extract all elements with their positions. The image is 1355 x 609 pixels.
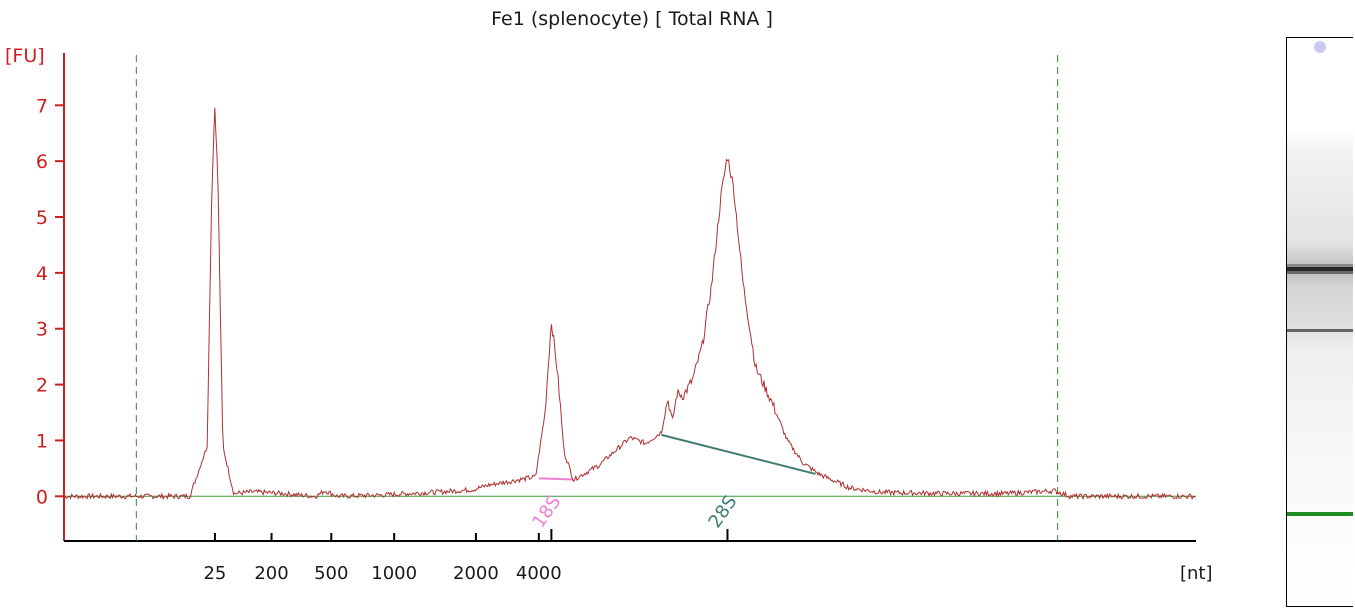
x-tick-label: 1000 <box>371 563 417 584</box>
series-line <box>63 107 1196 501</box>
y-tick-label: 2 <box>36 375 48 397</box>
chart-title: Fe1 (splenocyte) [ Total RNA ] <box>491 8 773 30</box>
y-tick-label: 7 <box>36 95 48 117</box>
gel-marker-band <box>1287 512 1353 516</box>
gel-band-18s <box>1287 329 1353 332</box>
peak-label-18s: 18S <box>528 492 565 532</box>
gel-well-dot <box>1314 41 1326 53</box>
x-tick-label: 25 <box>203 563 226 584</box>
y-tick-label: 5 <box>36 207 48 229</box>
gel-band-28s <box>1287 267 1353 271</box>
x-axis-label: [nt] <box>1180 563 1213 584</box>
y-tick-label: 4 <box>36 263 48 285</box>
x-tick-label: 500 <box>314 563 348 584</box>
peak-label-28s: 28S <box>705 492 742 532</box>
y-axis-label: [FU] <box>5 45 45 67</box>
y-tick-label: 1 <box>36 430 48 452</box>
y-tick-label: 3 <box>36 319 48 341</box>
x-tick-label: 4000 <box>516 563 562 584</box>
y-tick-label: 6 <box>36 151 48 173</box>
x-tick-label: 200 <box>254 563 288 584</box>
peak-18s-baseline <box>538 477 574 481</box>
gel-lane <box>1287 38 1353 606</box>
x-tick-label: 2000 <box>453 563 499 584</box>
peak-28s-baseline <box>661 433 816 475</box>
gel-image <box>1286 37 1353 607</box>
electropherogram-chart: Fe1 (splenocyte) [ Total RNA ] [FU] [nt]… <box>5 8 1213 584</box>
y-tick-label: 0 <box>36 486 48 508</box>
